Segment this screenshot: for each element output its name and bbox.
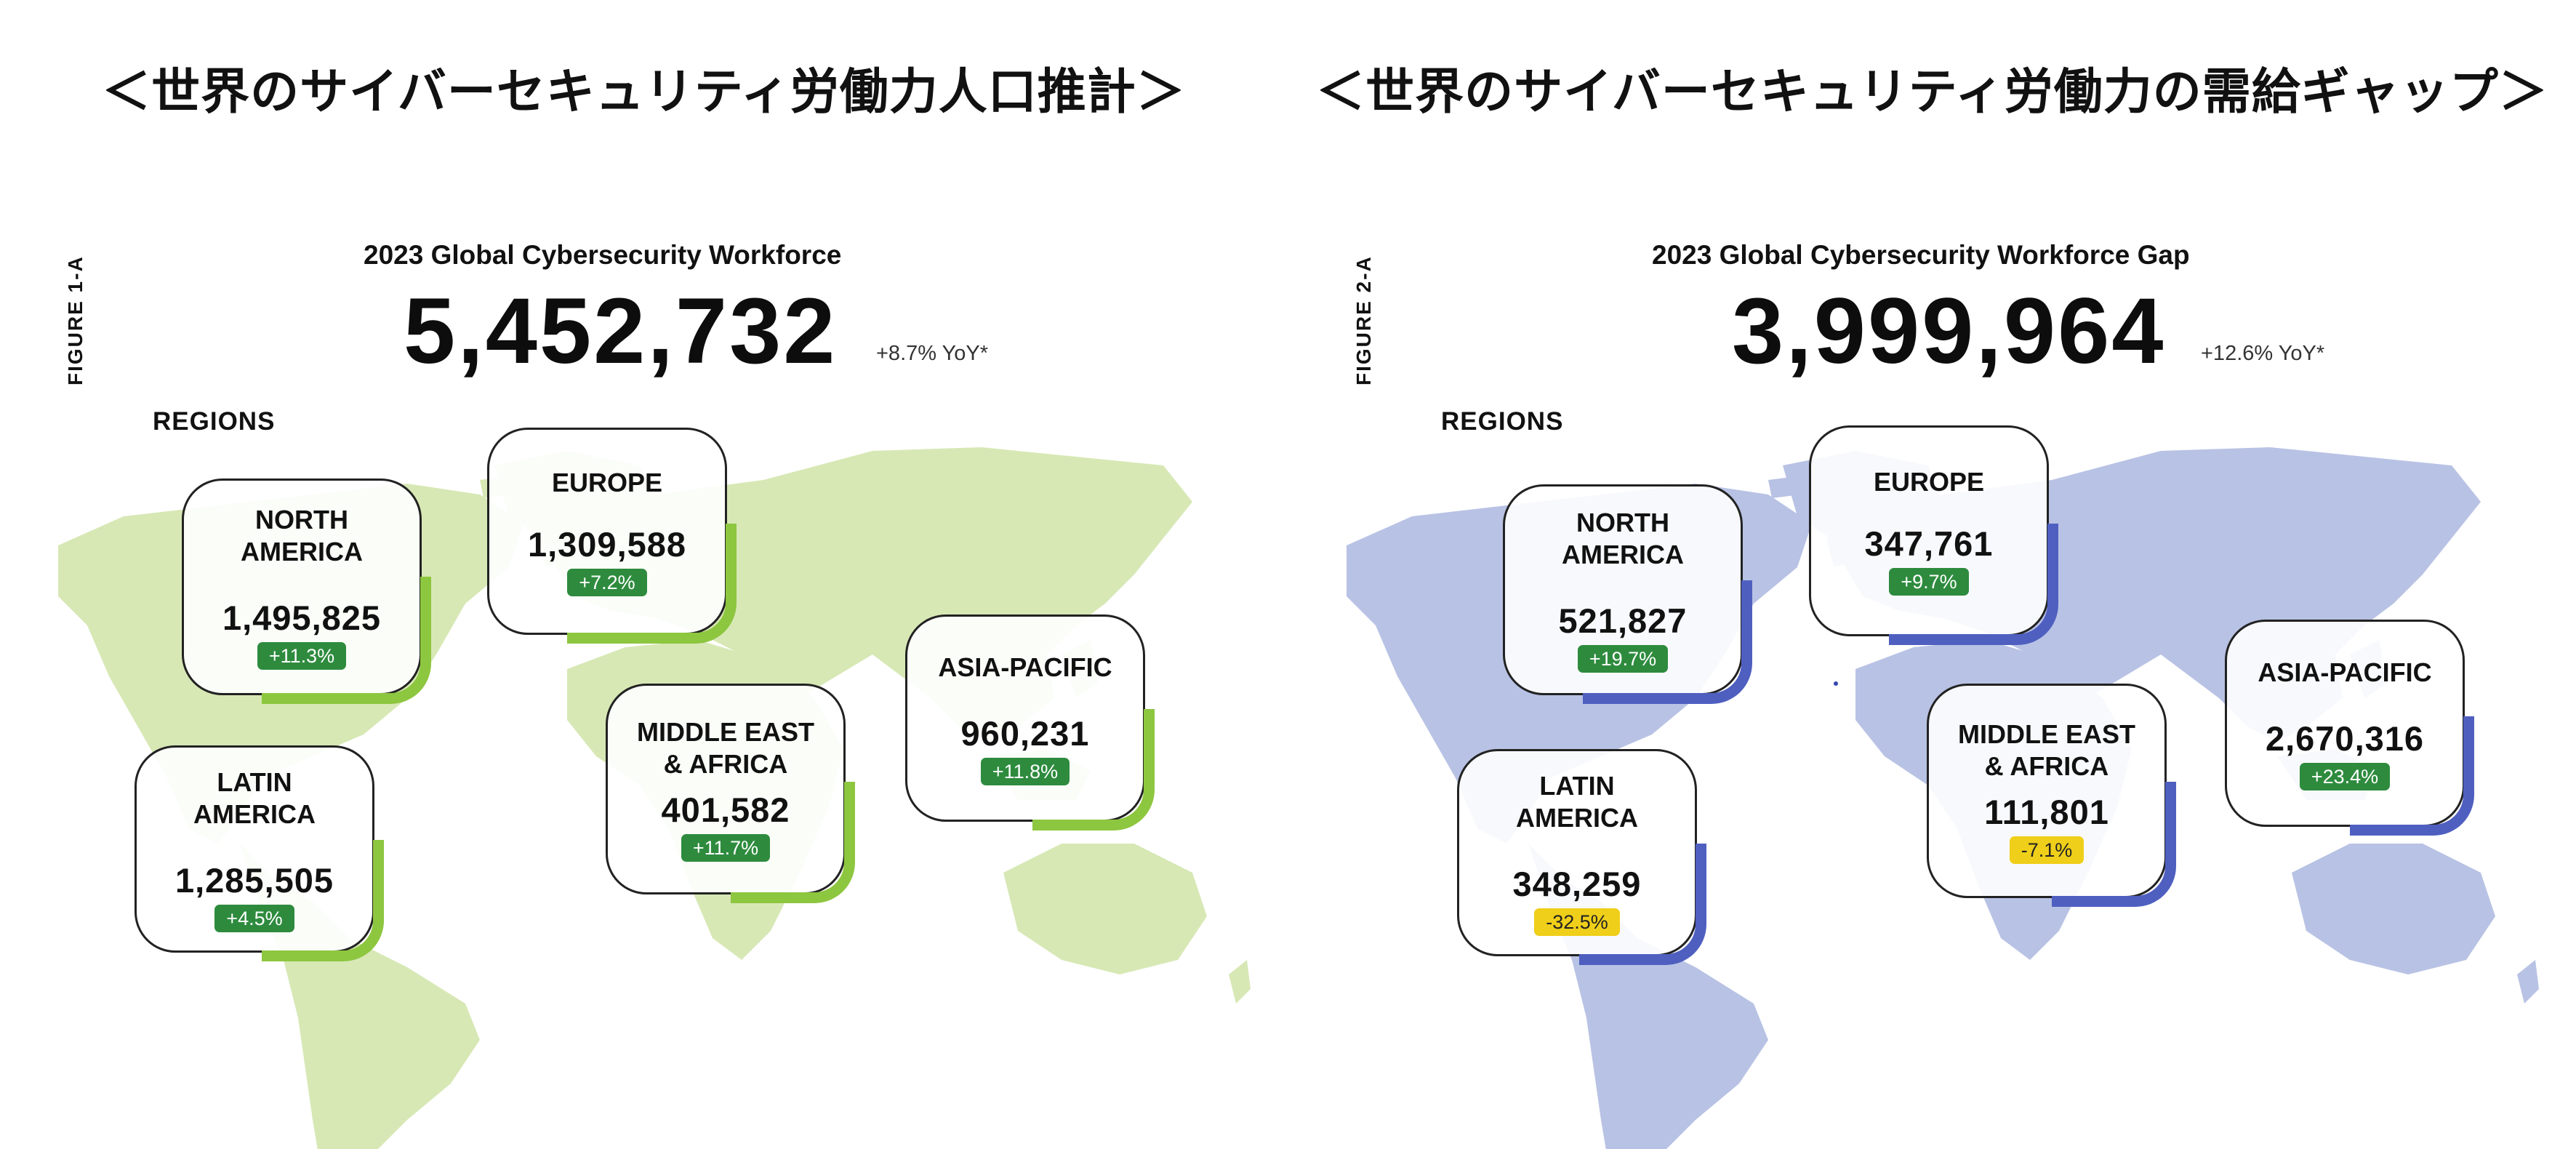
change-badge: +11.8% [980,757,1070,785]
region-name: LATIN AMERICA [1516,770,1638,833]
figure-label: FIGURE 1-A [64,255,87,385]
yoy-change: +8.7% YoY* [876,342,989,365]
region-value: 401,582 [661,790,790,829]
panel-heading: ＜世界のサイバーセキュリティ労働力の需給ギャップ＞ [1316,63,2548,120]
chart-subtitle: 2023 Global Cybersecurity Workforce Gap [1652,240,2190,270]
chart-subtitle: 2023 Global Cybersecurity Workforce [364,240,842,270]
total-value: 5,452,732 [404,279,838,383]
change-badge: +11.7% [681,834,771,862]
workforce-gap-panel: ＜世界のサイバーセキュリティ労働力の需給ギャップ＞ FIGURE 2-A 202… [1288,0,2576,1149]
yoy-change: +12.6% YoY* [2201,342,2325,365]
regions-label: REGIONS [153,407,276,436]
map-marker-dot [1834,681,1838,686]
region-card-europe: EUROPE 347,761 +9.7% [1809,425,2049,636]
region-card-north-america: NORTH AMERICA 1,495,825 +11.3% [182,479,422,695]
region-value: 521,827 [1558,601,1688,640]
region-value: 1,495,825 [222,598,382,637]
change-badge: +4.5% [214,904,294,932]
change-badge: -32.5% [1534,908,1620,936]
panel-heading: ＜世界のサイバーセキュリティ労働力人口推計＞ [102,63,1186,120]
change-badge: +23.4% [2299,762,2391,790]
regions-label: REGIONS [1441,407,1564,436]
region-card-middle-east-africa: MIDDLE EAST & AFRICA 111,801 -7.1% [1927,684,2167,898]
region-value: 347,761 [1864,524,1994,563]
region-value: 1,309,588 [527,524,687,564]
region-name: ASIA-PACIFIC [938,652,1112,682]
region-card-latin-america: LATIN AMERICA 348,259 -32.5% [1457,749,1697,956]
region-value: 111,801 [1984,792,2109,831]
region-value: 1,285,505 [174,860,334,900]
change-badge: +7.2% [567,568,647,596]
region-name: NORTH AMERICA [241,505,363,567]
region-card-latin-america: LATIN AMERICA 1,285,505 +4.5% [135,745,374,953]
region-card-europe: EUROPE 1,309,588 +7.2% [487,428,727,635]
region-name: ASIA-PACIFIC [2258,657,2432,687]
figure-label: FIGURE 2-A [1352,255,1375,385]
total-value: 3,999,964 [1732,279,2166,383]
region-card-middle-east-africa: MIDDLE EAST & AFRICA 401,582 +11.7% [606,684,846,894]
region-name: LATIN AMERICA [193,766,316,829]
region-value: 348,259 [1512,864,1642,903]
workforce-panel: ＜世界のサイバーセキュリティ労働力人口推計＞ FIGURE 1-A 2023 G… [58,63,1251,1149]
region-name: EUROPE [551,467,663,497]
change-badge: +9.7% [1889,568,1969,596]
region-value: 960,231 [960,713,1090,753]
region-card-north-america: NORTH AMERICA 521,827 +19.7% [1503,484,1743,695]
region-card-asia-pacific: ASIA-PACIFIC 960,231 +11.8% [905,614,1145,822]
change-badge: +11.3% [257,642,347,670]
region-name: NORTH AMERICA [1562,508,1684,569]
change-badge: -7.1% [2009,836,2085,864]
region-name: MIDDLE EAST & AFRICA [1957,718,2135,781]
region-name: MIDDLE EAST & AFRICA [636,717,814,779]
region-value: 2,670,316 [2265,718,2425,758]
region-card-asia-pacific: ASIA-PACIFIC 2,670,316 +23.4% [2225,620,2465,827]
region-name: EUROPE [1873,467,1985,497]
change-badge: +19.7% [1577,645,1669,673]
